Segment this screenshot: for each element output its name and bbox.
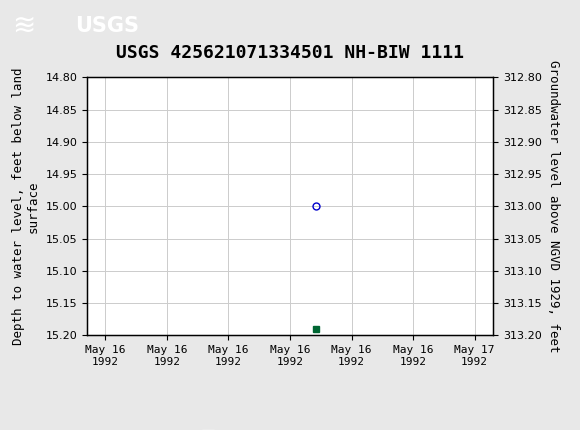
Y-axis label: Groundwater level above NGVD 1929, feet: Groundwater level above NGVD 1929, feet bbox=[547, 60, 560, 353]
Text: USGS 425621071334501 NH-BIW 1111: USGS 425621071334501 NH-BIW 1111 bbox=[116, 44, 464, 62]
Text: USGS: USGS bbox=[75, 16, 139, 36]
Y-axis label: Depth to water level, feet below land
surface: Depth to water level, feet below land su… bbox=[12, 68, 40, 345]
Legend: Period of approved data: Period of approved data bbox=[193, 427, 387, 430]
Text: ≋: ≋ bbox=[12, 12, 35, 40]
